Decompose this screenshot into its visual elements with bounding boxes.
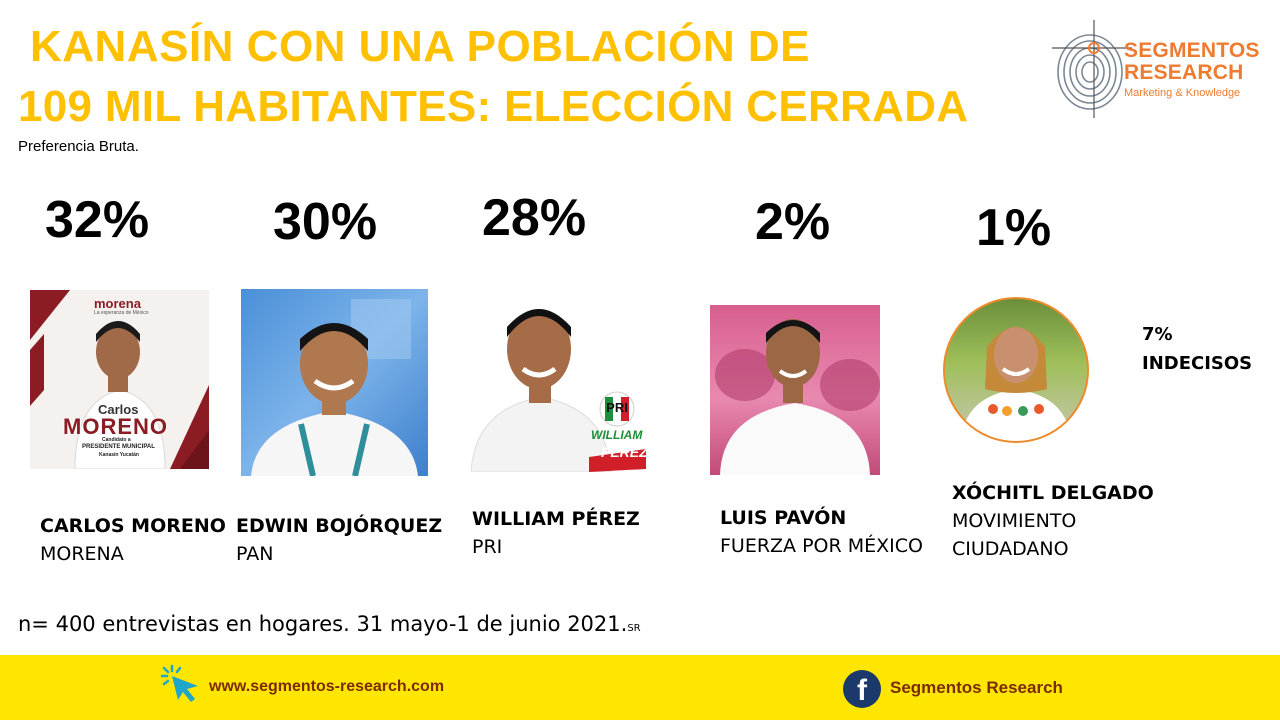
candidate-4-percent: 2% [755, 193, 831, 251]
candidate-3-percent: 28% [482, 189, 587, 247]
poster-first-name: Carlos [98, 402, 139, 417]
logo-name-line-1: SEGMENTOS [1124, 39, 1260, 62]
sample-footnote: n= 400 entrevistas en hogares. 31 mayo-1… [18, 612, 641, 636]
candidate-2-percent: 30% [273, 193, 378, 251]
poster-party-logo-text: PRI [606, 400, 628, 415]
poster-caption-1: Candidato a [102, 437, 131, 443]
candidate-5-percent: 1% [976, 199, 1052, 257]
candidate-5-photo [943, 297, 1089, 443]
poster-slogan: La esperanza de México [94, 310, 149, 316]
candidate-5-party-line-1: MOVIMIENTO [952, 510, 1077, 532]
candidate-2-photo [241, 289, 428, 476]
logo-tagline: Marketing & Knowledge [1124, 87, 1241, 99]
segmentos-logo: SEGMENTOS RESEARCH Marketing & Knowledge [1052, 20, 1262, 118]
poster-last-name: MORENO [63, 414, 168, 439]
candidate-4-name: LUIS PAVÓN [720, 507, 847, 529]
candidate-3-photo: PRI WILLIAM PÉREZ [471, 297, 646, 472]
footnote-mark: SR [627, 623, 641, 634]
footnote-text: n= 400 entrevistas en hogares. 31 mayo-1… [18, 612, 628, 636]
candidate-4-party: FUERZA POR MÉXICO [720, 535, 923, 557]
candidate-3-name: WILLIAM PÉREZ [472, 508, 640, 530]
candidate-4-photo [710, 305, 880, 475]
logo-name-line-2: RESEARCH [1124, 61, 1244, 84]
poster-first-name: WILLIAM [591, 428, 643, 442]
poster-party-name: morena [94, 296, 141, 311]
footer-bar [0, 655, 1280, 720]
poster-caption-3: Kanasín Yucatán [99, 452, 139, 458]
candidate-1-photo: morena La esperanza de México Carlos MOR… [30, 290, 209, 469]
candidate-3-party: PRI [472, 536, 503, 558]
candidate-2-name: EDWIN BOJÓRQUEZ [236, 515, 443, 537]
page-title-line-1: KANASÍN CON UNA POBLACIÓN DE [30, 22, 810, 71]
poster-last-name: PÉREZ [601, 444, 646, 460]
facebook-page-link[interactable]: Segmentos Research [890, 678, 1063, 697]
candidate-1-percent: 32% [45, 191, 150, 249]
fingerprint-target-icon [1052, 20, 1132, 118]
cursor-click-icon [160, 664, 198, 702]
undecided-block: 7% INDECISOS [1142, 320, 1252, 378]
undecided-label: INDECISOS [1142, 353, 1253, 374]
candidate-2-party: PAN [236, 543, 274, 565]
candidate-5-name: XÓCHITL DELGADO [952, 482, 1154, 504]
page-title-line-2: 109 MIL HABITANTES: ELECCIÓN CERRADA [18, 82, 969, 131]
poster-caption-2: PRESIDENTE MUNICIPAL [82, 444, 155, 450]
candidate-5-party-line-2: CIUDADANO [952, 538, 1069, 560]
website-link[interactable]: www.segmentos-research.com [209, 678, 445, 695]
undecided-percent: 7% [1142, 324, 1173, 345]
page-subtitle: Preferencia Bruta. [18, 138, 139, 155]
candidate-1-name: CARLOS MORENO [40, 515, 226, 537]
candidate-1-party: MORENA [40, 543, 124, 565]
facebook-icon[interactable]: f [843, 670, 881, 708]
